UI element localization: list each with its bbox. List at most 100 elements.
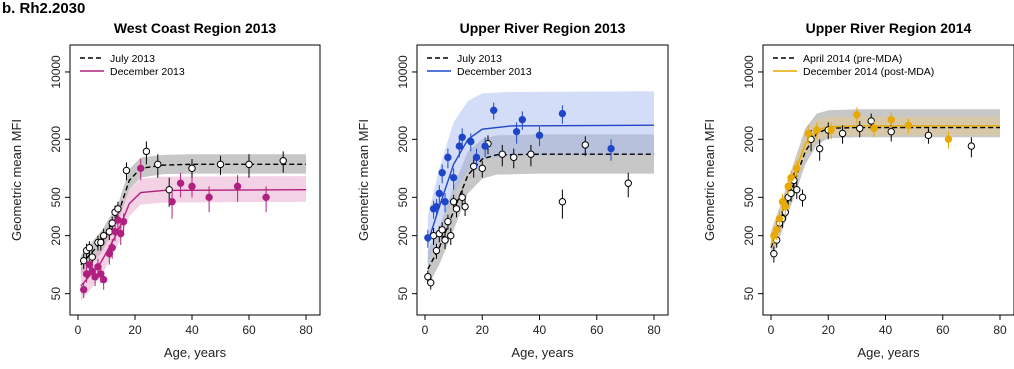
data-point xyxy=(944,135,953,144)
data-point xyxy=(458,133,466,141)
data-point xyxy=(798,193,807,202)
x-tick-label: 0 xyxy=(768,323,775,337)
x-tick-label: 20 xyxy=(476,323,490,337)
data-point xyxy=(481,142,489,150)
data-point xyxy=(867,117,875,125)
data-point xyxy=(518,115,527,124)
y-axis-label: Geometric mean MFI xyxy=(356,119,371,241)
x-tick-label: 80 xyxy=(299,323,313,337)
data-point xyxy=(581,141,589,149)
y-tick-label: 500 xyxy=(49,187,63,207)
data-point xyxy=(458,193,466,202)
panel-title: West Coast Region 2013 xyxy=(114,20,277,36)
data-point xyxy=(438,169,446,177)
data-point xyxy=(607,144,615,153)
legend-label: December 2013 xyxy=(110,66,185,78)
data-point xyxy=(85,243,94,252)
data-point xyxy=(472,153,481,162)
data-point xyxy=(793,164,801,173)
y-tick-label: 200 xyxy=(742,225,756,245)
data-point xyxy=(856,124,864,133)
data-point xyxy=(455,142,464,150)
y-axis-label: Geometric mean MFI xyxy=(9,119,24,241)
data-point xyxy=(815,144,824,153)
data-point xyxy=(887,127,895,136)
plot-frame xyxy=(416,44,669,316)
panel-west-coast-2013: 0 20 40 60 80 50 200 500 2000 10000 West Coast Reg… xyxy=(9,20,321,360)
x-tick-label: 60 xyxy=(936,323,950,337)
data-point xyxy=(108,219,116,227)
figure-label: b. Rh2.2030 xyxy=(2,0,85,17)
x-tick-label: 60 xyxy=(590,323,604,337)
y-tick-label: 200 xyxy=(49,225,63,245)
plot-frame xyxy=(69,44,321,316)
data-point xyxy=(99,275,108,284)
data-point xyxy=(624,179,632,187)
data-point xyxy=(775,214,784,223)
data-point xyxy=(838,129,847,138)
panel-title: Upper River Region 2013 xyxy=(460,20,626,36)
data-point xyxy=(870,124,878,133)
data-point xyxy=(787,173,795,182)
x-axis-label: Age, years xyxy=(511,345,574,360)
data-point xyxy=(444,217,452,226)
y-tick-label: 2000 xyxy=(396,126,410,153)
confidence-band xyxy=(427,134,654,287)
data-point xyxy=(94,263,102,271)
data-point xyxy=(535,131,544,140)
x-tick-label: 0 xyxy=(75,323,82,337)
data-point xyxy=(154,160,162,169)
data-point xyxy=(97,238,105,247)
x-tick-label: 40 xyxy=(533,323,547,337)
legend-label: July 2013 xyxy=(457,53,502,65)
data-point xyxy=(233,182,242,191)
panel-upper-river-2014: 0 20 40 60 80 50 200 500 2000 10000 Upper River Re… xyxy=(702,20,1014,360)
data-point xyxy=(176,179,185,187)
data-point xyxy=(447,231,455,240)
data-point xyxy=(279,156,287,165)
x-tick-label: 20 xyxy=(822,323,836,337)
data-point xyxy=(424,234,432,242)
data-point xyxy=(887,115,895,124)
panel-upper-river-2013: 0 20 40 60 80 50 200 500 2000 10000 Upper River Re… xyxy=(356,20,669,360)
data-point xyxy=(904,121,913,129)
data-point xyxy=(827,126,835,134)
panel-title: Upper River Region 2014 xyxy=(806,20,972,36)
data-point xyxy=(245,160,253,169)
x-tick-label: 20 xyxy=(128,323,142,337)
data-point xyxy=(478,164,486,173)
data-point xyxy=(85,260,94,269)
data-point xyxy=(119,217,128,226)
plot-frame xyxy=(762,44,1014,316)
data-point xyxy=(527,150,535,158)
data-point xyxy=(424,272,432,281)
legend-label: December 2014 (post-MDA) xyxy=(803,66,934,78)
data-point xyxy=(770,249,778,258)
data-point xyxy=(449,173,458,182)
data-point xyxy=(804,129,812,138)
y-tick-label: 50 xyxy=(742,287,756,301)
y-tick-label: 50 xyxy=(49,287,63,301)
data-point xyxy=(558,109,567,118)
data-point xyxy=(438,226,446,234)
data-point xyxy=(188,182,196,191)
legend-label: July 2013 xyxy=(110,53,155,65)
y-tick-label: 2000 xyxy=(742,126,756,153)
data-point xyxy=(80,285,88,294)
confidence-band xyxy=(80,176,306,301)
data-point xyxy=(99,231,108,240)
confidence-band xyxy=(427,91,654,265)
data-point xyxy=(512,127,521,136)
data-point xyxy=(441,236,449,244)
data-point xyxy=(813,126,821,134)
data-point xyxy=(444,153,452,162)
x-tick-label: 80 xyxy=(993,323,1007,337)
data-point xyxy=(88,253,96,261)
data-point xyxy=(117,229,125,238)
data-point xyxy=(105,249,114,258)
x-tick-label: 80 xyxy=(647,323,661,337)
data-point xyxy=(558,198,567,206)
fitted-curve xyxy=(80,188,307,287)
x-tick-label: 0 xyxy=(422,323,429,337)
data-point xyxy=(498,150,506,158)
